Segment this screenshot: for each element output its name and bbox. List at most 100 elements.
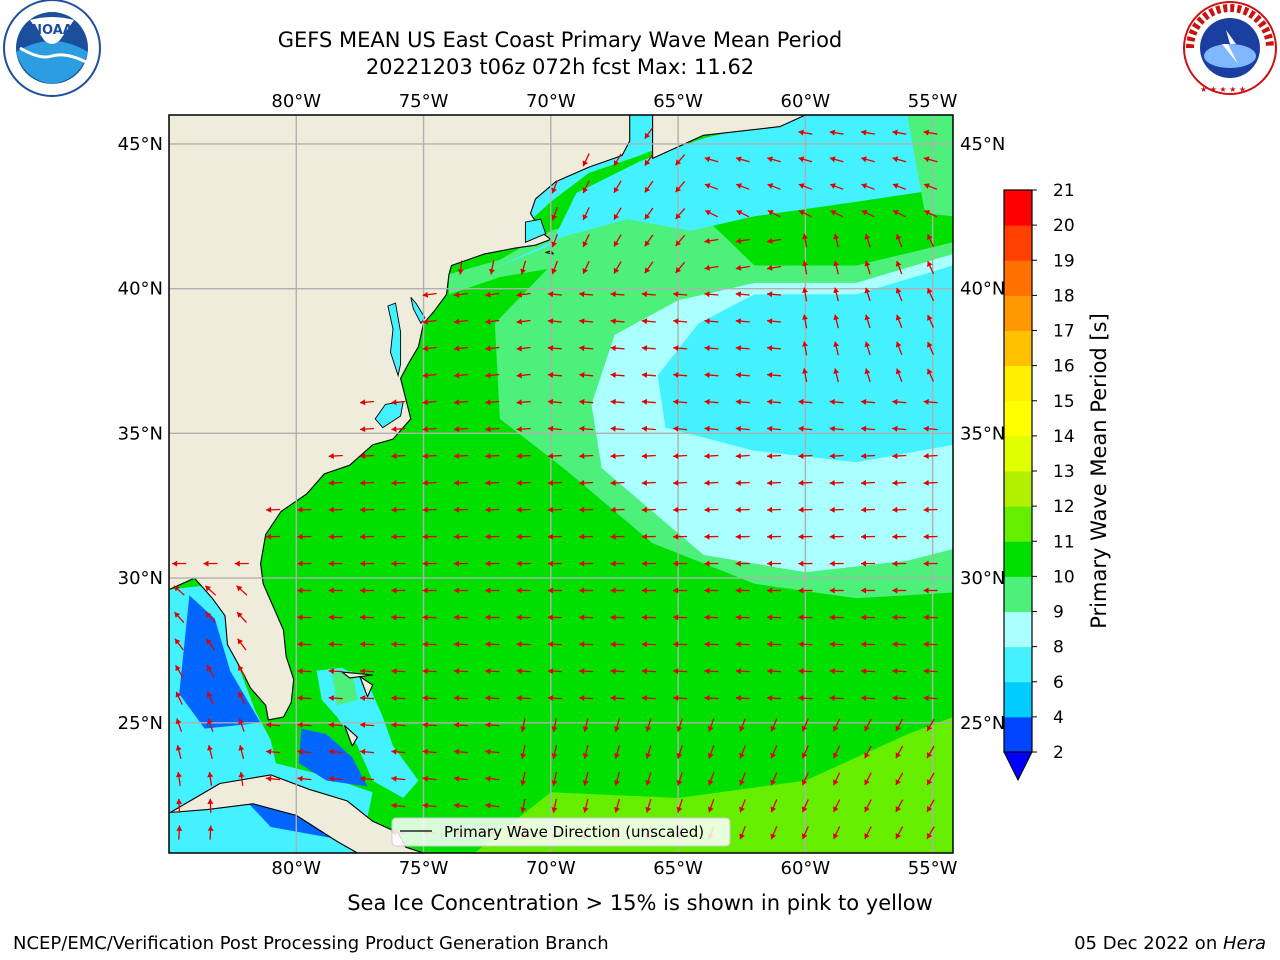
wave-arrow — [266, 506, 281, 513]
wave-arrow — [829, 453, 844, 459]
map-frame — [168, 114, 954, 854]
wave-arrow — [422, 587, 437, 594]
wave-arrow — [453, 426, 468, 433]
wave-arrow — [644, 180, 654, 193]
wave-arrow — [767, 291, 782, 298]
wave-arrow — [391, 748, 406, 755]
wave-arrow — [770, 745, 778, 759]
wave-arrow — [895, 718, 904, 732]
wave-arrow — [422, 748, 437, 755]
wave-arrow — [582, 718, 589, 733]
wave-arrow — [485, 533, 500, 540]
wave-arrow — [704, 560, 719, 567]
wave-arrow — [704, 398, 719, 405]
wave-arrow — [829, 560, 844, 567]
wave-arrow — [328, 641, 343, 648]
chesapeake-bay — [387, 302, 402, 378]
wave-arrow — [735, 345, 750, 352]
wave-arrow — [735, 506, 750, 513]
wave-arrow — [297, 721, 312, 728]
wave-arrow — [516, 318, 531, 325]
wave-arrow — [453, 641, 469, 648]
wave-arrow — [707, 718, 715, 732]
wave-arrow — [673, 641, 688, 648]
wave-arrow — [453, 775, 468, 782]
wave-arrow — [422, 802, 437, 809]
wave-arrow — [579, 695, 594, 701]
wave-arrow — [735, 587, 750, 594]
lat-label-left: 35°N — [118, 423, 163, 444]
wave-arrow — [610, 425, 625, 432]
wave-arrow — [516, 587, 531, 594]
wave-arrow — [641, 291, 656, 298]
wave-arrow — [266, 721, 281, 728]
wave-arrow — [516, 345, 531, 352]
wave-arrow — [767, 668, 782, 675]
wave-arrow — [520, 260, 527, 275]
wave-arrow — [641, 372, 656, 378]
wave-arrow — [673, 533, 688, 540]
wave-arrow — [516, 641, 531, 648]
wave-arrow — [485, 802, 500, 809]
wave-arrow — [457, 260, 464, 275]
wave-arrow — [829, 695, 844, 701]
wave-arrow — [644, 261, 654, 274]
wave-arrow — [547, 560, 562, 567]
wave-arrow — [707, 798, 715, 813]
wave-arrow — [923, 479, 938, 486]
legend-label: Primary Wave Direction (unscaled) — [444, 823, 704, 841]
wave-arrow — [547, 668, 562, 675]
wave-arrow — [644, 207, 654, 220]
wave-arrow — [238, 771, 245, 786]
wave-arrow — [645, 718, 652, 732]
wave-arrow — [923, 129, 938, 136]
wave-arrow — [860, 533, 876, 540]
wave-arrow — [704, 695, 719, 701]
wave-arrow — [707, 772, 715, 786]
wave-arrow — [360, 399, 375, 406]
wave-arrow — [516, 695, 531, 701]
wave-arrow — [359, 479, 375, 486]
wave-arrow — [641, 453, 656, 459]
wave-arrow — [547, 695, 562, 701]
sea-ice-note: Sea Ice Concentration > 15% is shown in … — [347, 891, 933, 915]
wave-arrow — [704, 156, 719, 163]
wave-arrow — [802, 233, 808, 248]
period-field-north — [487, 115, 953, 272]
wave-arrow — [453, 748, 468, 755]
wave-arrow — [641, 641, 656, 648]
wave-arrow — [676, 745, 683, 759]
wave-arrow — [676, 798, 683, 813]
wave-arrow — [892, 560, 907, 567]
wave-arrow — [610, 398, 625, 405]
wave-arrow — [453, 695, 469, 701]
wave-arrow — [610, 318, 625, 325]
wave-arrow — [516, 453, 531, 459]
wave-arrow — [864, 368, 871, 383]
wave-arrow — [801, 772, 809, 786]
lat-label-left: 30°N — [118, 568, 163, 589]
wave-arrow — [673, 587, 688, 594]
wave-arrow — [735, 479, 750, 486]
wave-arrow — [675, 234, 686, 247]
wave-arrow — [516, 426, 531, 433]
wave-arrow — [610, 641, 625, 648]
wave-arrow — [516, 506, 531, 513]
wave-arrow — [860, 614, 876, 621]
wave-arrow — [175, 745, 182, 759]
wave-arrow — [767, 398, 782, 405]
wave-arrow — [739, 718, 746, 732]
wave-arrow — [829, 425, 844, 432]
wave-arrow — [547, 587, 562, 594]
wave-arrow — [864, 260, 871, 275]
wave-arrow — [547, 479, 562, 486]
land-grand-bahama — [341, 671, 374, 679]
wave-arrow — [735, 183, 750, 190]
wave-arrow — [328, 748, 343, 755]
wave-arrow — [453, 291, 468, 298]
wave-arrow — [266, 775, 281, 782]
wave-arrow — [391, 668, 406, 675]
wave-arrow — [833, 233, 840, 248]
wave-arrow — [798, 614, 813, 621]
wave-arrow — [735, 695, 750, 701]
